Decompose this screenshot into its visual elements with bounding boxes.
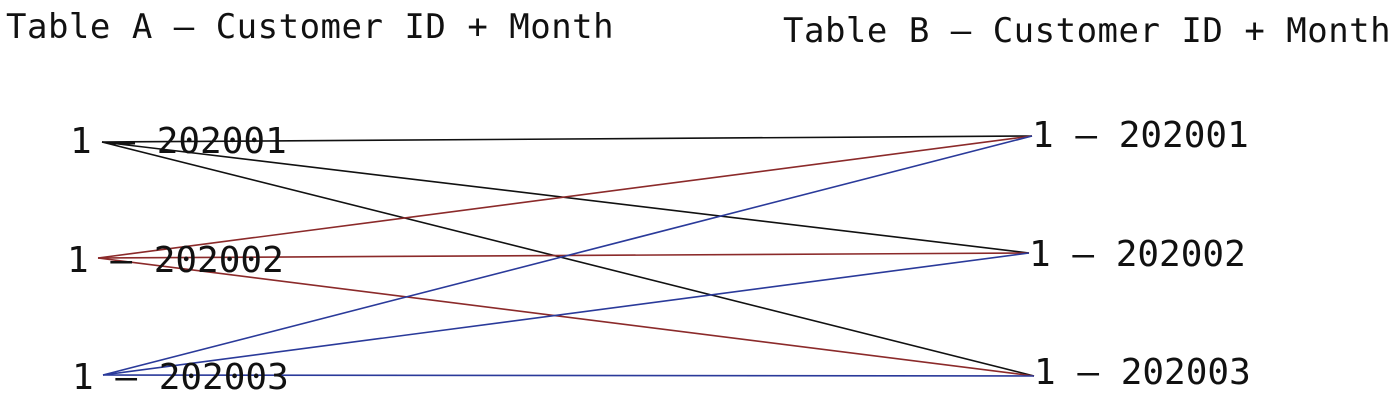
table-b-node-202003: 1 – 202003 <box>1034 352 1251 393</box>
link-202002-to-202003 <box>97 257 1035 377</box>
table-b-node-202001: 1 – 202001 <box>1032 115 1249 156</box>
table-a-node-202002: 1 – 202002 <box>67 240 284 281</box>
link-202003-to-202001 <box>102 135 1033 376</box>
link-202001-to-202001 <box>101 135 1033 143</box>
link-202002-to-202002 <box>97 252 1030 259</box>
table-a-node-202003: 1 – 202003 <box>72 357 289 398</box>
link-202002-to-202001 <box>97 135 1033 259</box>
table-a-node-202001: 1 – 202001 <box>70 121 287 162</box>
link-202003-to-202003 <box>102 374 1035 377</box>
table-b-title: Table B – Customer ID + Month <box>783 11 1392 51</box>
table-a-title: Table A – Customer ID + Month <box>6 7 615 47</box>
link-202001-to-202003 <box>101 141 1035 377</box>
link-202003-to-202002 <box>102 252 1030 376</box>
table-b-node-202002: 1 – 202002 <box>1029 234 1246 275</box>
